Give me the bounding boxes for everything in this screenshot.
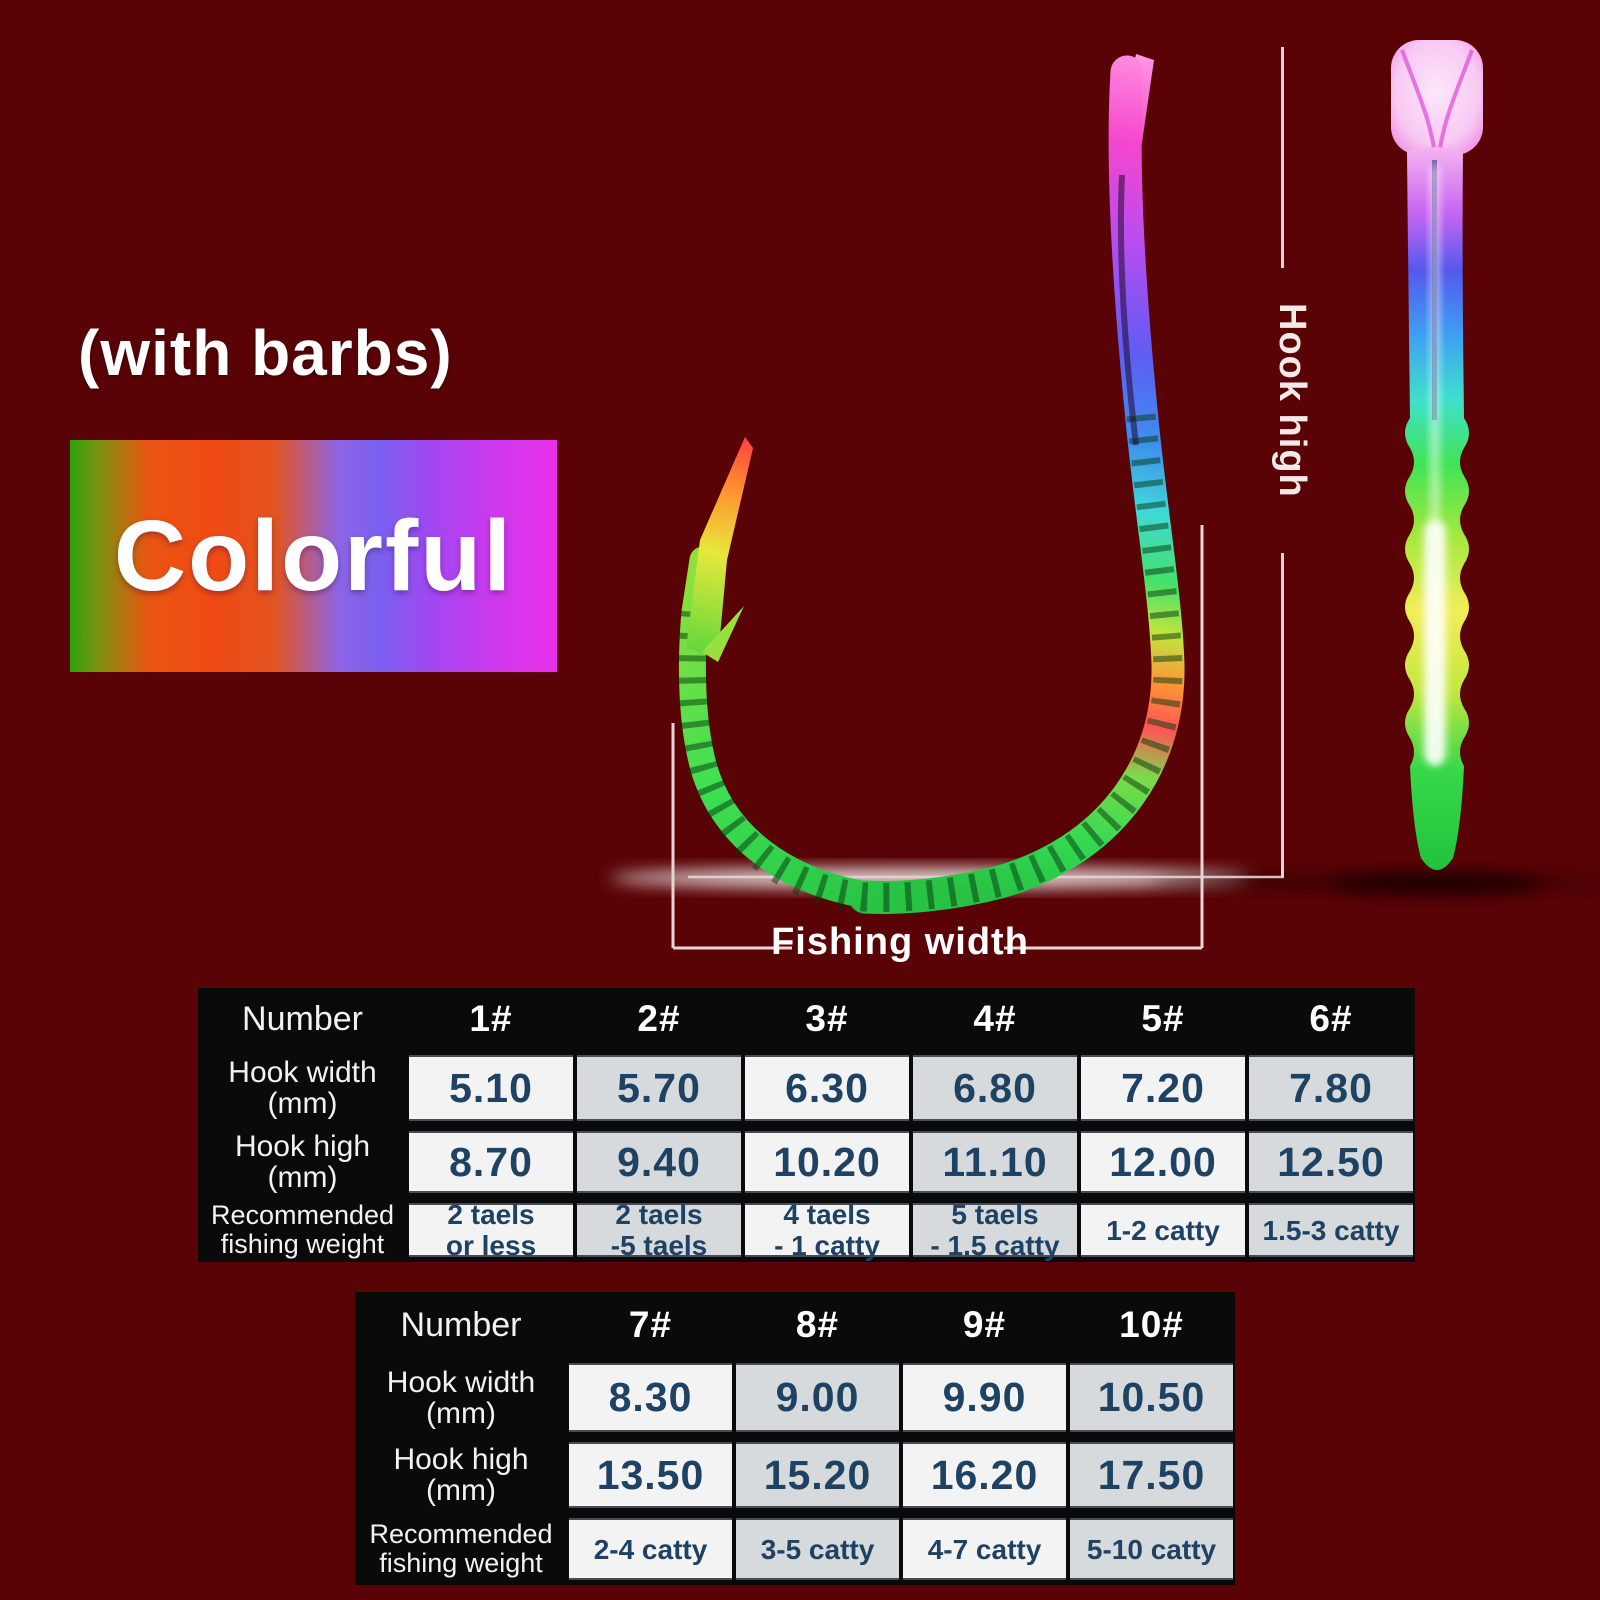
table2-width-value: 10.50 bbox=[1070, 1363, 1233, 1432]
table1-high-value: 9.40 bbox=[577, 1131, 741, 1193]
table1-number-label: Number bbox=[242, 999, 363, 1038]
hook-bend bbox=[678, 546, 914, 913]
with-barbs-title: (with barbs) bbox=[78, 317, 453, 389]
colorful-banner-text: Colorful bbox=[113, 499, 514, 612]
table2-high-value: 13.50 bbox=[569, 1442, 732, 1508]
hook-point bbox=[686, 437, 753, 658]
table2-weight-value: 3-5 catty bbox=[736, 1518, 899, 1580]
table1-width-value: 6.80 bbox=[913, 1055, 1077, 1121]
table2-width-value: 9.90 bbox=[903, 1363, 1066, 1432]
hook-ring-texture bbox=[677, 413, 1183, 912]
table2-col-header: 8# bbox=[795, 1304, 840, 1345]
table2-col-header: 10# bbox=[1119, 1304, 1184, 1345]
table1-high-value: 8.70 bbox=[409, 1131, 573, 1193]
table2-col-header: 9# bbox=[962, 1304, 1007, 1345]
fishing-width-label: Fishing width bbox=[771, 921, 1029, 963]
colorful-banner: Colorful bbox=[70, 440, 557, 672]
front-hook-spade bbox=[1391, 40, 1483, 155]
table2-width-value: 8.30 bbox=[569, 1363, 732, 1432]
front-hook-highlight-core bbox=[1424, 520, 1446, 765]
hook-shank bbox=[848, 55, 1185, 914]
table1-high-value: 12.00 bbox=[1081, 1131, 1245, 1193]
table1-col-header: 6# bbox=[1309, 998, 1353, 1039]
table1-hook-high-label: Hook high (mm) bbox=[234, 1130, 371, 1194]
table1-col-header: 3# bbox=[805, 998, 849, 1039]
hook-barb bbox=[702, 606, 744, 662]
table1-hook-width-label: Hook width (mm) bbox=[228, 1056, 377, 1120]
table1-high-value: 12.50 bbox=[1249, 1131, 1413, 1193]
table1-weight-value: 1-2 catty bbox=[1081, 1203, 1245, 1257]
hook-specular-line bbox=[1117, 174, 1139, 446]
table1-weight-value: 4 taels - 1 catty bbox=[745, 1199, 909, 1261]
hook-high-label: Hook high bbox=[1271, 303, 1313, 498]
spec-table-sizes-7-10: Number 7# 8# 9# 10# Hook width (mm) 8.30… bbox=[355, 1292, 1235, 1585]
table2-number-label: Number bbox=[400, 1305, 522, 1344]
table2-weight-value: 5-10 catty bbox=[1070, 1518, 1233, 1580]
table2-col-header: 7# bbox=[628, 1304, 673, 1345]
table2-width-value: 9.00 bbox=[736, 1363, 899, 1432]
table1-width-value: 5.10 bbox=[409, 1055, 573, 1121]
table1-weight-value: 2 taels or less bbox=[409, 1199, 573, 1261]
table1-col-header: 2# bbox=[637, 998, 681, 1039]
spec-table-sizes-1-6: Number 1# 2# 3# 4# 5# 6# Hook width (mm)… bbox=[198, 988, 1415, 1262]
table1-weight-value: 1.5-3 catty bbox=[1249, 1203, 1413, 1257]
table2-weight-value: 2-4 catty bbox=[569, 1518, 732, 1580]
table1-width-value: 7.80 bbox=[1249, 1055, 1413, 1121]
table1-width-value: 5.70 bbox=[577, 1055, 741, 1121]
table1-width-value: 7.20 bbox=[1081, 1055, 1245, 1121]
table2-high-value: 15.20 bbox=[736, 1442, 899, 1508]
table1-col-header: 1# bbox=[469, 998, 513, 1039]
ground-glow bbox=[610, 868, 1600, 896]
table2-hook-high-label: Hook high (mm) bbox=[393, 1443, 529, 1507]
table1-col-header: 4# bbox=[973, 998, 1017, 1039]
table1-high-value: 10.20 bbox=[745, 1131, 909, 1193]
table1-weight-value: 2 taels -5 taels bbox=[577, 1199, 741, 1261]
table2-high-value: 17.50 bbox=[1070, 1442, 1233, 1508]
table2-recommended-label: Recommended fishing weight bbox=[369, 1519, 553, 1578]
dimension-lines bbox=[671, 47, 1284, 950]
table2-high-value: 16.20 bbox=[903, 1442, 1066, 1508]
table1-weight-value: 5 taels - 1.5 catty bbox=[913, 1199, 1077, 1261]
table1-col-header: 5# bbox=[1141, 998, 1185, 1039]
hook-side-view bbox=[677, 54, 1185, 914]
table1-recommended-label: Recommended fishing weight bbox=[210, 1200, 395, 1259]
table1-high-value: 11.10 bbox=[913, 1131, 1077, 1193]
table2-hook-width-label: Hook width (mm) bbox=[386, 1365, 536, 1430]
table2-weight-value: 4-7 catty bbox=[903, 1518, 1066, 1580]
table1-width-value: 6.30 bbox=[745, 1055, 909, 1121]
hook-front-view bbox=[1391, 40, 1483, 870]
